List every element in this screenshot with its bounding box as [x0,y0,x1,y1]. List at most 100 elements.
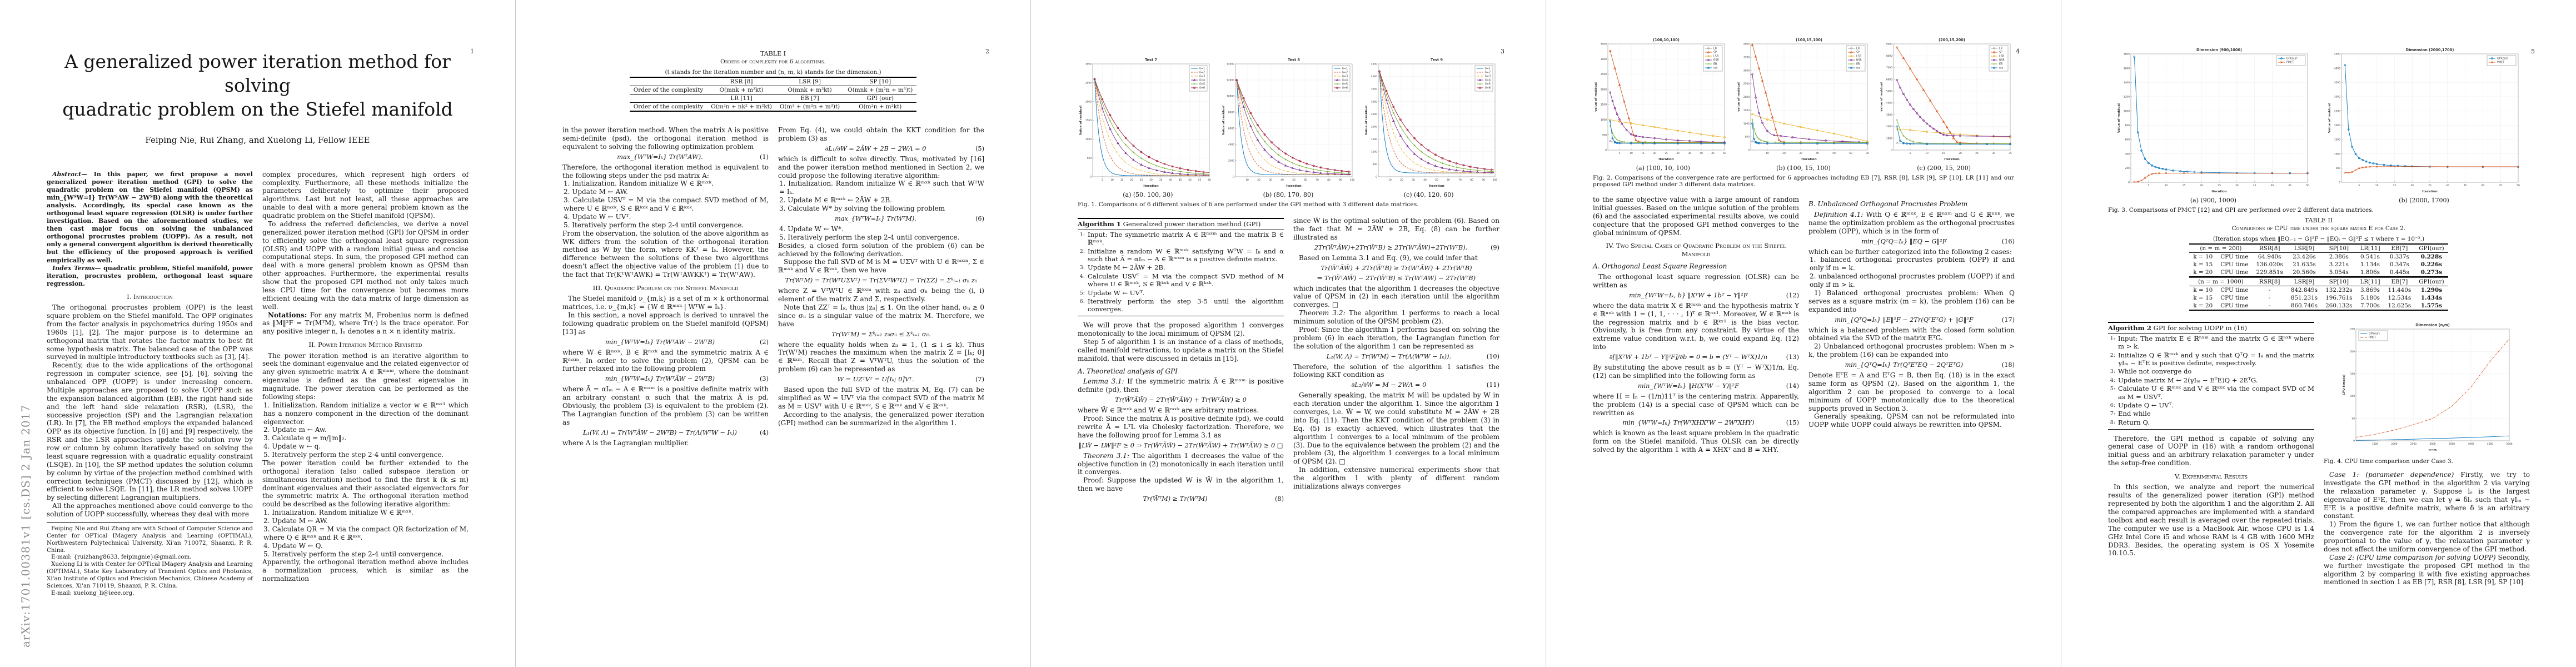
svg-text:30: 30 [1269,178,1272,182]
equation: Tr(WᵀM) = Tr(WᵀUΣVᵀ) = Tr(ΣVᵀWᵀU) = Tr(Σ… [778,277,984,285]
svg-text:LR: LR [1999,47,2003,51]
algorithm-step: 4: Update matrix M ← 2(γIₘ − EᵀE)Q + 2EᵀG… [2108,376,2314,384]
svg-text:40: 40 [2481,184,2484,187]
list-step: 1. Initialization. Random initialize W ∈… [779,180,984,196]
table-cell: 229.851s [2252,268,2287,277]
section-heading: I. Introduction [127,292,173,301]
table2-block: TABLE II Comparisons of CPU time under t… [2108,217,2529,311]
equation: ∂[‖XᵀW + 1bᵀ − Y‖²F]/∂b = 0 ⇒ b = (Yᵀ − … [1593,354,1799,361]
algorithm-title: Algorithm 1 Generalized power iteration … [1078,219,1284,231]
list-step: 4. Update w ← q. [263,442,321,451]
svg-text:500: 500 [2335,167,2340,170]
list-step: 1. balanced orthogonal procrustes proble… [1810,256,2015,272]
paper-authors: Feiping Nie, Rui Zhang, and Xuelong Li, … [145,135,370,145]
page5-right-flow: Case 1: (parameter dependence) Firstly, … [2324,471,2530,586]
page2-right-column: From Eq. (4), we could obtain the KKT co… [778,126,984,447]
svg-text:Iteration: Iteration [1801,158,1817,161]
equation-number: (10) [1486,352,1499,360]
svg-text:4500: 4500 [2487,442,2493,446]
svg-text:0: 0 [2128,181,2130,185]
paragraph: Denote EᵀE = A and EᵀG = B, then Eq. (18… [1808,371,2015,412]
svg-text:δ=4: δ=4 [1485,79,1491,82]
svg-text:SP: SP [1856,51,1860,54]
svg-text:Dimension (n,m): Dimension (n,m) [2415,323,2450,327]
table-cell: O(mnk + m³kt) [775,86,844,94]
svg-text:our: our [1713,67,1718,70]
table-cell: Order of the complexity [629,102,707,112]
svg-text:30: 30 [1412,178,1415,182]
paragraph: Index Terms— quadratic problem, Stiefel … [47,264,253,287]
svg-text:Test 7: Test 7 [1145,58,1157,62]
page5-right-column: 1500 2000 2500 3000 3500 4000 4500 5000 0 50 100 15… [2324,321,2530,586]
paragraph: Proof: Since the matrix Ã is positive de… [1078,415,1284,439]
paragraph: 1) Balanced orthogonal procrustes proble… [1808,288,2015,313]
svg-text:CPU time(s): CPU time(s) [2343,374,2346,395]
footnote-block: Feiping Nie and Rui Zhang are with Schoo… [47,522,253,597]
paper-title-line2: quadratic problem on the Stiefel manifol… [62,98,453,120]
table-cell: 260.132s [2321,302,2356,311]
table-cell [629,94,707,103]
svg-text:50: 50 [2351,417,2355,420]
equation: min_{WᵀW=Iₖ} Tr(WᵀXHXᵀW − 2WᵀXHY) (15) [1593,419,1799,427]
table1-caption: TABLE I [760,50,786,57]
paragraph-lead: Notations: [268,311,307,319]
table-row: k = 15 CPU time - 851.231s 196.761s 5.180s 12.… [2189,294,2448,302]
list-step: 5. Iteratively perform the step 2-4 unti… [263,451,444,459]
table-cell: k = 15 [2193,295,2213,301]
table-cell: 5.180s [2360,295,2380,301]
svg-text:EB: EB [1999,63,2002,66]
svg-text:10: 10 [1388,178,1392,182]
paragraph: Note that ZZᵀ = Iₖ, thus |zᵢᵢ| ≤ 1. On t… [778,303,984,328]
svg-text:SP: SP [1999,51,2002,54]
equation-body: L₂(W, Λ) = Tr(WᵀM) − Tr(Λ(WᵀW − Iₖ)). [1326,352,1452,360]
svg-text:value of residual: value of residual [1880,82,1884,112]
equation-body: Tr(W̃ᵀÃW̃) − 2Tr(W̃ᵀÃW) + Tr(WᵀÃW) ≥ 0 [1115,396,1247,404]
table-cell: 21.635s [2293,261,2316,268]
svg-text:60: 60 [1304,178,1307,182]
svg-text:1500: 1500 [1601,103,1607,107]
svg-text:RSR: RSR [1999,59,2005,62]
page-3: 3 5 10 15 20 25 30 35 40 45 50 55 60 0 500 1000 1500 200… [1030,0,1546,667]
equation-number: (9) [1490,243,1499,251]
svg-text:50: 50 [2306,184,2309,187]
table-cell: 132.232s [2325,287,2353,293]
paragraph: where Ã = αIₘ − A ∈ ℝᵐˣᵐ is a positive d… [562,385,769,426]
section-heading: II. Power Iteration Method Revisited [308,341,422,349]
table-header-cell: GPI(our) [2415,276,2448,286]
equation: min_{WᵀW=Iₖ} Tr(WᵀÃW − 2WᵀB) (3) [562,375,769,383]
svg-text:δ=6: δ=6 [1485,87,1491,90]
table-cell: 3.221s [2329,261,2349,268]
list-step: 2. Update m ← Aw. [263,426,327,434]
svg-text:5: 5 [1619,152,1621,155]
svg-text:10: 10 [1110,178,1114,182]
svg-text:PMCT: PMCT [2497,61,2504,64]
svg-text:PMCT: PMCT [2369,336,2376,340]
table-cell: CPU time [2220,261,2249,268]
equation: 2Tr(W̃ᵀÃW)+2Tr(W̃ᵀB) ≥ 2Tr(WᵀÃW)+2Tr(WᵀB… [1293,244,1499,252]
equation-number: (11) [1486,381,1499,389]
list-step: 2. Update M ← AW. [263,517,328,525]
svg-text:10000: 10000 [1227,95,1234,98]
paragraph: Therefore, the solution of the algorithm… [1293,362,1499,379]
svg-text:45: 45 [1179,178,1182,182]
paragraph: Theorem 3.1: The algorithm 1 decreases t… [1078,451,1284,476]
equation: W = UZᵀVᵀ = U[Iₖ; 0]Vᵀ. (7) [778,376,984,384]
svg-text:SP: SP [1713,51,1717,54]
svg-text:3000: 3000 [2429,442,2435,446]
svg-text:δ=3: δ=3 [1485,75,1491,78]
page1-right-column: complex procedures, which represent high… [262,171,469,597]
svg-text:30: 30 [1149,178,1153,182]
page3-left-column: Algorithm 1 Generalized power iteration … [1078,217,1284,505]
svg-text:2500: 2500 [1085,81,1092,84]
paragraph: which indicates that the algorithm 1 dec… [1293,284,1499,309]
svg-text:2000: 2000 [2391,442,2397,446]
table-cell: SP [10] [844,77,917,86]
algorithm-step-text: While not converge do [2118,367,2192,376]
table-cell: 11.440s [2388,287,2411,293]
list-step: 2. unbalanced orthogonal procrustes prob… [1810,272,2015,288]
equation-body: Tr(W̃ᵀM) ≥ Tr(WᵀM) [1143,495,1208,502]
svg-text:Value of residual: Value of residual [1079,106,1083,135]
paragraph-lead: Case 1: (parameter dependence) [2329,471,2454,479]
list-step: 4. Update W ← UVᵀ. [564,212,631,221]
figure3-subcaption-a: (a) (900, 1000) [2190,197,2237,204]
